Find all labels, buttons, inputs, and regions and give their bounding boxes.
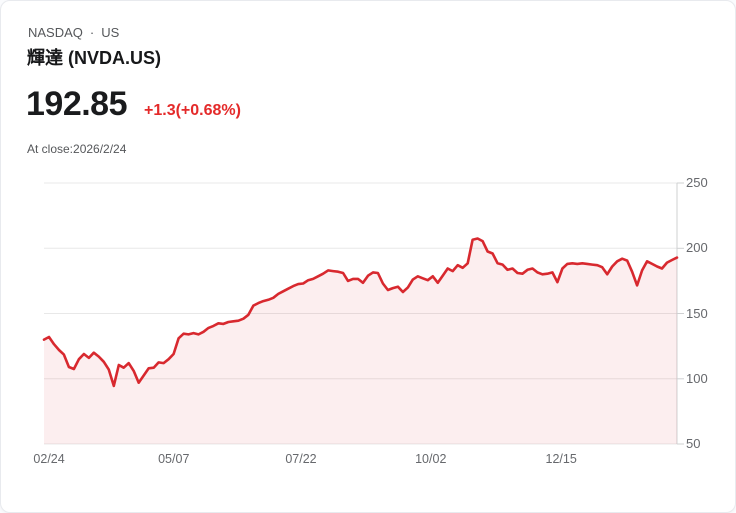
as-of-label: At close:2026/2/24 [27,142,127,156]
y-axis-tick-label: 150 [686,305,708,321]
last-price: 192.85 [26,85,128,123]
x-axis-tick-label: 10/02 [415,452,447,466]
price-change: +1.3(+0.68%) [144,102,241,119]
price-chart-svg [42,182,684,445]
y-axis-tick-label: 200 [686,240,708,256]
price-row: 192.85 +1.3(+0.68%) [26,85,241,124]
x-axis-tick-label: 05/07 [158,452,190,466]
y-axis-tick-label: 50 [686,436,701,451]
separator-dot: · [89,25,95,40]
x-axis-tick-label: 07/22 [285,452,317,466]
x-axis-tick-label: 12/15 [545,452,577,466]
stock-title: 輝達 (NVDA.US) [27,48,161,68]
y-axis-tick-label: 250 [686,175,708,190]
x-axis-tick-label: 02/24 [33,452,65,466]
region-label: US [101,25,120,40]
exchange-row: NASDAQ · US [28,25,119,40]
exchange-label: NASDAQ [28,25,83,40]
y-axis-tick-label: 100 [686,370,708,386]
